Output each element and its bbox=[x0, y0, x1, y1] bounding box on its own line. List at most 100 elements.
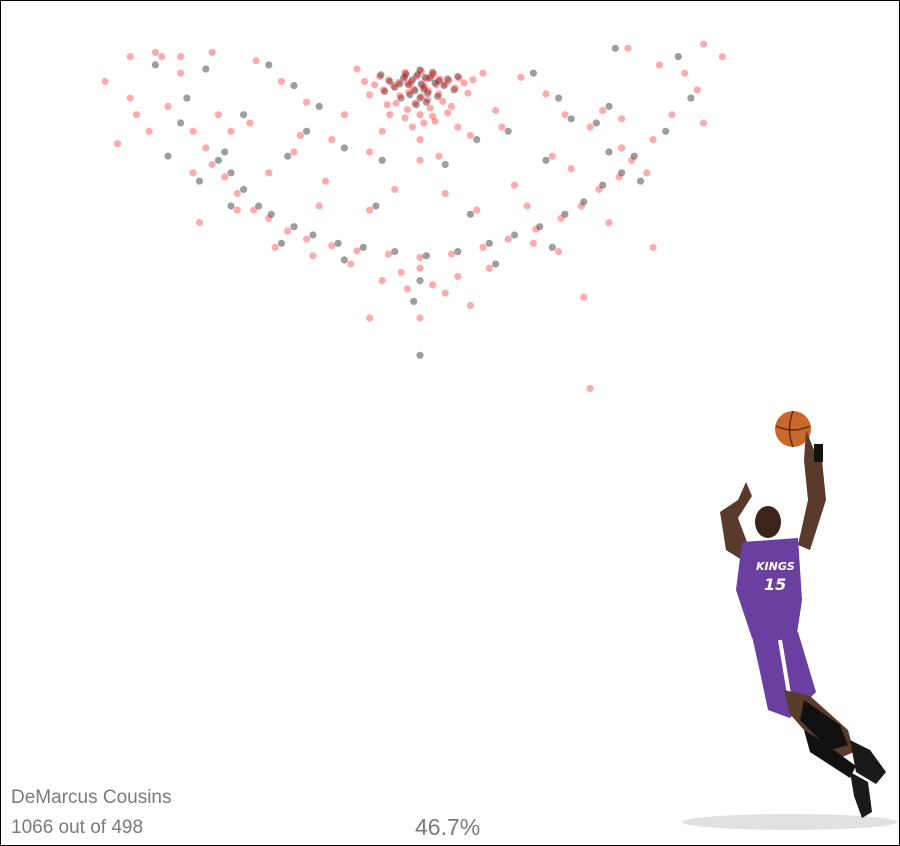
missed-shot-point bbox=[328, 242, 336, 250]
missed-shot-point bbox=[479, 69, 487, 77]
basketball-icon bbox=[775, 411, 811, 447]
missed-shot-point bbox=[126, 53, 134, 61]
missed-shot-point bbox=[384, 250, 393, 258]
made-shot-point bbox=[303, 127, 311, 135]
missed-shot-point bbox=[379, 86, 388, 94]
missed-shot-point bbox=[366, 314, 374, 322]
missed-shot-point bbox=[202, 144, 210, 152]
missed-shot-point bbox=[417, 67, 425, 76]
made-shot-point bbox=[277, 239, 285, 247]
missed-shot-point bbox=[417, 92, 425, 100]
made-shot-point bbox=[567, 115, 575, 123]
made-shot-point bbox=[424, 89, 432, 97]
made-shot-point bbox=[492, 260, 500, 268]
missed-shot-point bbox=[189, 169, 197, 177]
missed-shot-point bbox=[265, 169, 273, 177]
ground-shadow bbox=[682, 814, 898, 830]
missed-shot-point bbox=[454, 123, 462, 131]
missed-shot-point bbox=[435, 90, 443, 98]
made-shot-point bbox=[378, 156, 386, 164]
missed-shot-point bbox=[435, 152, 443, 160]
missed-shot-point bbox=[132, 111, 141, 119]
made-shot-point bbox=[441, 160, 449, 169]
missed-shot-point bbox=[628, 156, 636, 164]
missed-shot-point bbox=[347, 260, 355, 268]
made-shot-point bbox=[466, 210, 474, 218]
missed-shot-point bbox=[303, 98, 311, 106]
missed-shot-point bbox=[605, 219, 613, 227]
made-shot-point bbox=[334, 239, 342, 247]
made-shot-point bbox=[290, 82, 298, 90]
missed-shot-point bbox=[447, 102, 456, 110]
missed-shot-point bbox=[151, 48, 159, 57]
missed-shot-point bbox=[195, 219, 204, 227]
made-shot-point bbox=[422, 252, 430, 260]
missed-shot-point bbox=[158, 53, 166, 61]
jersey-number: 15 bbox=[764, 575, 786, 594]
made-shot-point bbox=[435, 77, 443, 85]
missed-shot-point bbox=[401, 68, 409, 76]
made-shot-point bbox=[411, 87, 419, 95]
missed-shot-point bbox=[567, 165, 575, 173]
made-shot-point bbox=[485, 239, 493, 247]
made-shot-point bbox=[548, 243, 556, 251]
missed-shot-point bbox=[315, 202, 323, 210]
missed-shot-point bbox=[624, 44, 632, 52]
made-shot-point bbox=[151, 61, 159, 69]
made-shot-point bbox=[674, 53, 682, 61]
missed-shot-point bbox=[485, 264, 493, 272]
missed-shot-point bbox=[427, 72, 435, 80]
missed-shot-point bbox=[504, 235, 512, 243]
missed-shot-point bbox=[523, 202, 531, 210]
missed-shot-point bbox=[403, 285, 411, 293]
missed-shot-point bbox=[401, 114, 409, 122]
player-name: DeMarcus Cousins bbox=[11, 787, 172, 808]
missed-shot-point bbox=[649, 136, 657, 144]
missed-shot-point bbox=[561, 111, 569, 119]
missed-shot-point bbox=[479, 243, 487, 251]
missed-shot-point bbox=[416, 314, 424, 322]
made-shot-point bbox=[405, 81, 413, 89]
missed-shot-point bbox=[384, 76, 393, 84]
missed-shot-point bbox=[101, 77, 109, 86]
made-shot-point bbox=[440, 82, 448, 90]
made-shot-point bbox=[618, 169, 626, 177]
missed-shot-point bbox=[555, 248, 563, 256]
made-shot-point bbox=[580, 198, 588, 206]
missed-shot-point bbox=[655, 61, 664, 69]
missed-shot-point bbox=[618, 115, 626, 123]
missed-shot-point bbox=[391, 185, 399, 193]
missed-shot-point bbox=[420, 119, 428, 127]
missed-shot-point bbox=[615, 173, 623, 181]
missed-shot-point bbox=[189, 127, 197, 135]
made-shot-point bbox=[400, 74, 408, 82]
made-shot-point bbox=[687, 94, 695, 102]
missed-shot-point bbox=[693, 86, 701, 94]
made-shot-point bbox=[413, 71, 422, 79]
made-shot-point bbox=[221, 148, 229, 156]
made-shot-point bbox=[195, 177, 204, 185]
made-shot-point bbox=[397, 94, 405, 102]
missed-shot-point bbox=[145, 127, 153, 135]
missed-shot-point bbox=[353, 247, 361, 255]
missed-shot-point bbox=[681, 69, 689, 77]
made-shots-series bbox=[151, 44, 695, 359]
field-goal-percentage: 46.7% bbox=[415, 814, 481, 840]
missed-shot-point bbox=[421, 83, 429, 91]
made-shot-point bbox=[542, 156, 550, 164]
missed-shot-point bbox=[532, 225, 540, 233]
made-shot-point bbox=[529, 69, 538, 77]
made-shot-point bbox=[391, 248, 399, 256]
missed-shot-point bbox=[557, 214, 565, 222]
missed-shot-point bbox=[290, 148, 298, 156]
missed-shot-point bbox=[580, 293, 588, 301]
missed-shot-point bbox=[699, 40, 708, 48]
made-shot-point bbox=[284, 152, 292, 160]
made-shot-point bbox=[372, 202, 380, 210]
missed-shot-point bbox=[618, 144, 626, 152]
made-shot-point bbox=[555, 94, 563, 102]
missed-shot-point bbox=[389, 82, 398, 90]
made-shot-point bbox=[315, 102, 323, 110]
made-shot-point bbox=[267, 210, 275, 218]
